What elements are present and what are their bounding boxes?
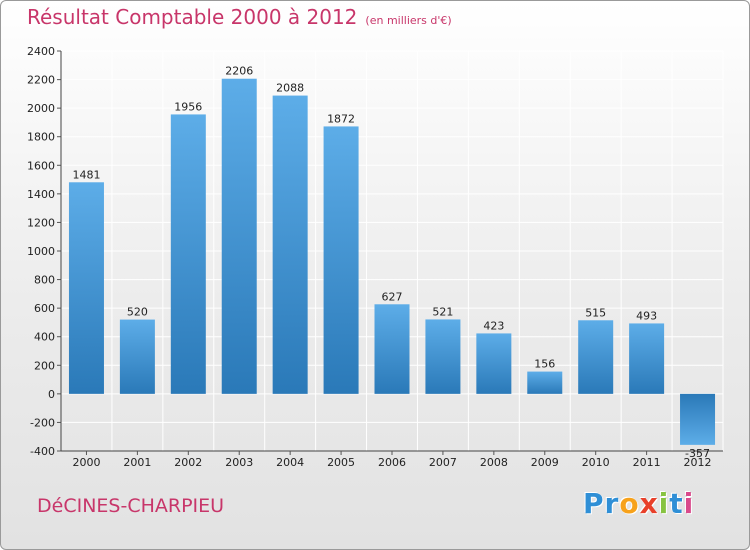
y-tick-label: -400 — [30, 445, 55, 458]
data-label: 1956 — [174, 100, 202, 113]
data-label: 423 — [483, 319, 504, 332]
axes: -400 -200 0 200 400 600 800 1000 1200 1400 1600 180… — [27, 45, 723, 469]
logo-letter: P — [583, 487, 605, 520]
y-tick-label: 0 — [48, 388, 55, 401]
y-tick-label: -200 — [30, 416, 55, 429]
x-tick-label: 2009 — [531, 456, 559, 469]
x-tick-label: 2004 — [276, 456, 304, 469]
place-name: DéCINES-CHARPIEU — [37, 495, 225, 517]
bar — [272, 95, 308, 394]
logo-letter: x — [639, 487, 659, 520]
chart-title: Résultat Comptable 2000 à 2012 (en millie… — [27, 5, 452, 29]
y-tick-label: 1000 — [27, 245, 55, 258]
logo-letter: i — [683, 487, 695, 520]
x-tick-label: 2005 — [327, 456, 355, 469]
y-tick-label: 2000 — [27, 102, 55, 115]
x-tick-label: 2012 — [684, 456, 712, 469]
bars — [68, 78, 716, 445]
data-label: 1481 — [72, 168, 100, 181]
logo-letter: r — [604, 487, 620, 520]
x-tick-label: 2001 — [123, 456, 151, 469]
x-tick-label: 2011 — [633, 456, 661, 469]
chart-subtitle: (en milliers d'€) — [365, 14, 452, 27]
y-tick-label: 1800 — [27, 131, 55, 144]
logo-letter: o — [619, 487, 640, 520]
bar — [680, 393, 716, 445]
y-tick-label: 2400 — [27, 45, 55, 58]
y-tick-label: 800 — [34, 274, 55, 287]
x-tick-label: 2008 — [480, 456, 508, 469]
y-tick-label: 200 — [34, 359, 55, 372]
bar — [68, 182, 104, 394]
data-label: 1872 — [327, 112, 355, 125]
data-label: -357 — [685, 447, 710, 460]
logo-letter: t — [669, 487, 684, 520]
x-tick-label: 2003 — [225, 456, 253, 469]
bar — [323, 126, 359, 394]
x-tick-label: 2010 — [582, 456, 610, 469]
bar — [527, 371, 563, 394]
data-label: 2088 — [276, 82, 304, 95]
bar — [629, 323, 665, 394]
y-tick-label: 1400 — [27, 188, 55, 201]
bar — [170, 114, 206, 394]
y-tick-label: 1600 — [27, 159, 55, 172]
data-label: 156 — [534, 358, 555, 371]
bar — [221, 78, 257, 394]
y-tick-label: 2200 — [27, 74, 55, 87]
bar — [476, 333, 512, 394]
x-tick-label: 2002 — [174, 456, 202, 469]
data-labels: 1481 520 1956 2206 2088 1872 627 521 423 156 515 49… — [72, 65, 710, 460]
y-tick-label: 1200 — [27, 216, 55, 229]
x-tick-label: 2007 — [429, 456, 457, 469]
y-tick-label: 400 — [34, 331, 55, 344]
data-label: 521 — [432, 305, 453, 318]
logo-letter: i — [658, 487, 670, 520]
bar — [119, 319, 155, 394]
bar — [425, 319, 461, 394]
bar — [578, 320, 614, 394]
proxiti-logo: Proxiti — [583, 487, 694, 520]
x-tick-label: 2000 — [72, 456, 100, 469]
bar — [374, 304, 410, 394]
data-label: 2206 — [225, 65, 253, 78]
data-label: 493 — [636, 309, 657, 322]
data-label: 515 — [585, 306, 606, 319]
title-text: Résultat Comptable 2000 à 2012 — [27, 5, 358, 29]
y-tick-label: 600 — [34, 302, 55, 315]
data-label: 520 — [127, 306, 148, 319]
data-label: 627 — [382, 290, 403, 303]
x-tick-label: 2006 — [378, 456, 406, 469]
